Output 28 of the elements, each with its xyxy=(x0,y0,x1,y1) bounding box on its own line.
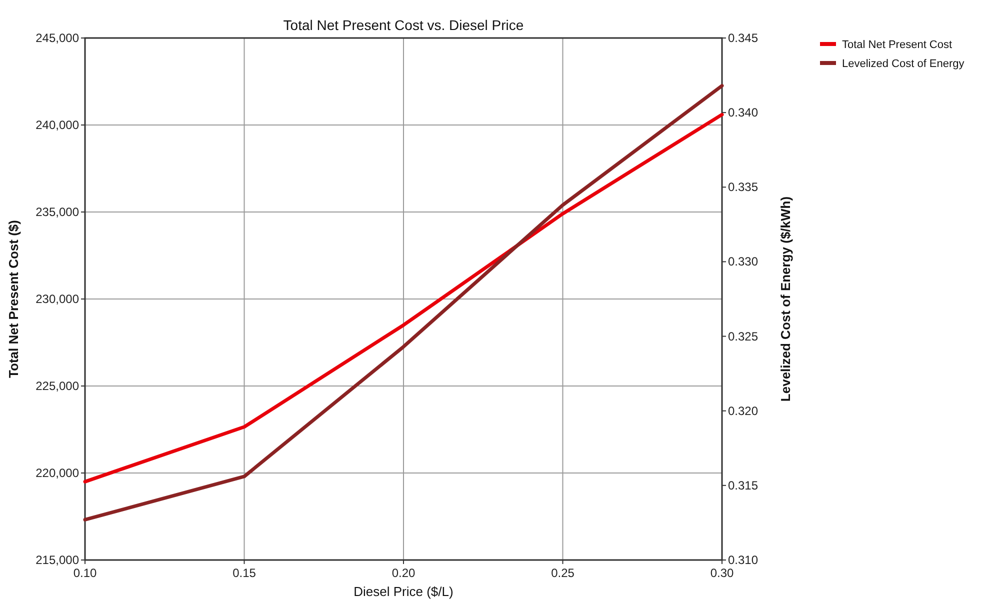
y-tick-label: 225,000 xyxy=(36,379,80,393)
y2-tick-label: 0.340 xyxy=(728,106,758,120)
line-series xyxy=(83,84,724,522)
x-axis-title: Diesel Price ($/L) xyxy=(354,584,454,599)
y2-tick-label: 0.315 xyxy=(728,478,758,492)
legend-label: Total Net Present Cost xyxy=(842,39,952,51)
x-tick-label: 0.30 xyxy=(710,566,734,580)
y2-tick-label: 0.345 xyxy=(728,31,758,45)
legend-label: Levelized Cost of Energy xyxy=(842,58,965,70)
line-series xyxy=(83,112,724,484)
x-tick-label: 0.25 xyxy=(551,566,575,580)
y2-tick-label: 0.330 xyxy=(728,254,758,269)
y-tick-label: 245,000 xyxy=(36,31,80,45)
x-tick-label: 0.10 xyxy=(73,566,97,580)
y-axis-title: Total Net Present Cost ($) xyxy=(6,220,21,378)
y-tick-label: 220,000 xyxy=(36,466,80,480)
y2-tick-label: 0.320 xyxy=(728,404,758,418)
y-tick-label: 230,000 xyxy=(36,292,80,306)
chart-title: Total Net Present Cost vs. Diesel Price xyxy=(283,17,524,33)
y2-tick-label: 0.310 xyxy=(728,553,758,567)
y2-tick-label: 0.335 xyxy=(728,180,758,194)
y-tick-label: 215,000 xyxy=(36,553,80,567)
x-tick-label: 0.20 xyxy=(392,566,416,580)
y-tick-label: 240,000 xyxy=(36,118,80,132)
y-tick-label: 235,000 xyxy=(36,205,80,219)
y2-tick-label: 0.325 xyxy=(728,329,758,344)
x-tick-label: 0.15 xyxy=(232,566,256,580)
y2-axis-title: Levelized Cost of Energy ($/kWh) xyxy=(778,196,793,402)
